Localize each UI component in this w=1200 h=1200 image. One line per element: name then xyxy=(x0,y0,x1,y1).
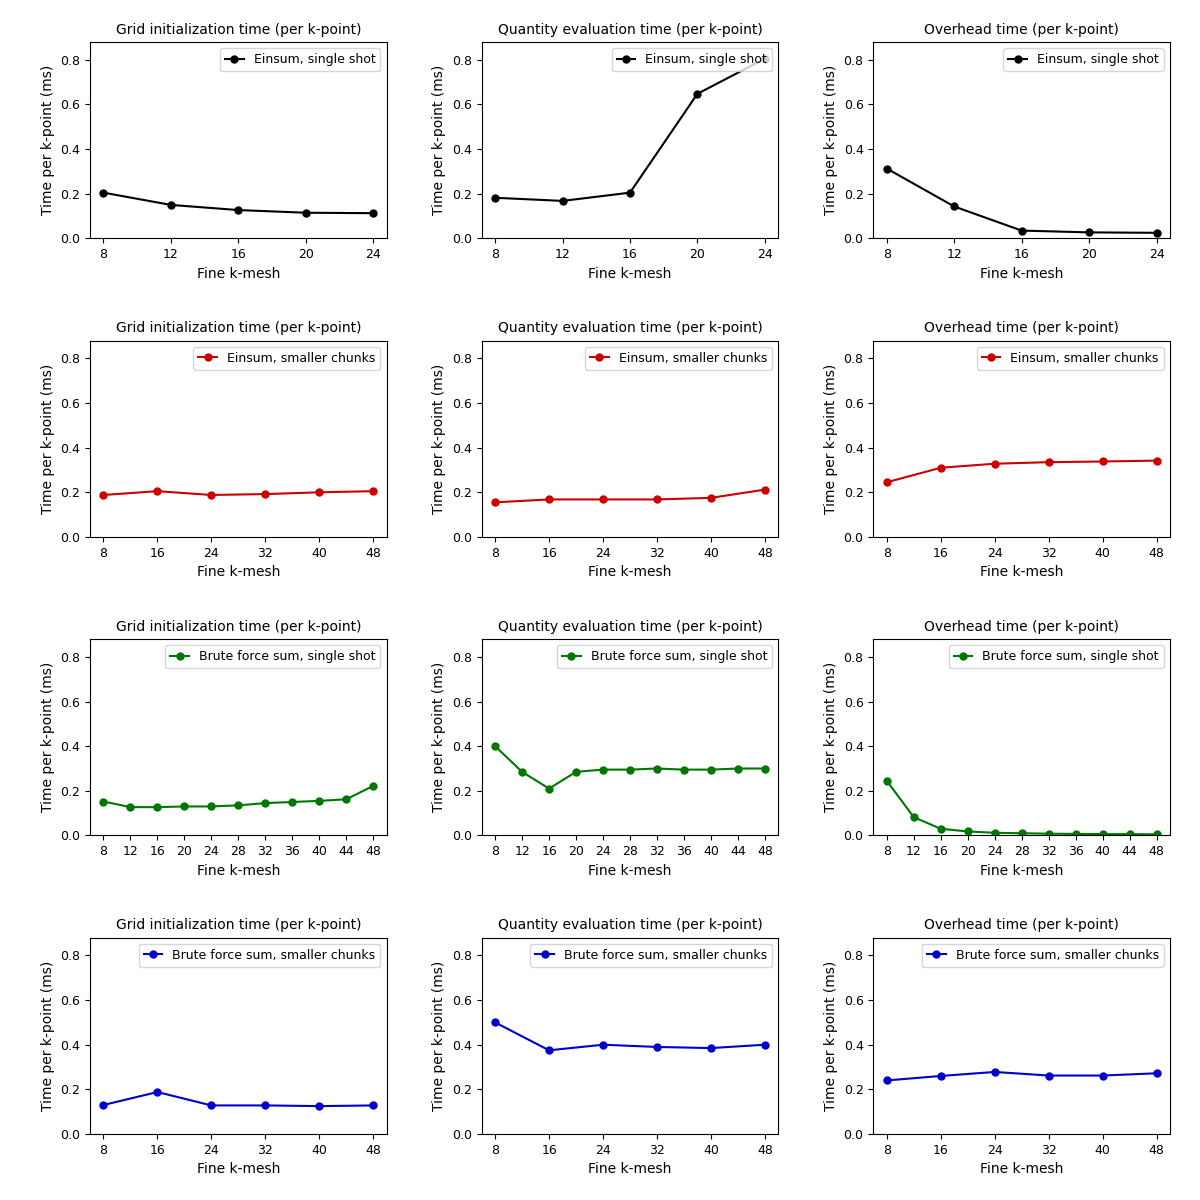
Legend: Brute force sum, smaller chunks: Brute force sum, smaller chunks xyxy=(530,944,772,967)
Legend: Brute force sum, single shot: Brute force sum, single shot xyxy=(557,646,772,668)
Y-axis label: Time per k-point (ms): Time per k-point (ms) xyxy=(432,364,446,514)
Y-axis label: Time per k-point (ms): Time per k-point (ms) xyxy=(824,65,838,215)
Legend: Brute force sum, single shot: Brute force sum, single shot xyxy=(166,646,380,668)
Title: Overhead time (per k-point): Overhead time (per k-point) xyxy=(924,619,1120,634)
Y-axis label: Time per k-point (ms): Time per k-point (ms) xyxy=(41,65,55,215)
Title: Grid initialization time (per k-point): Grid initialization time (per k-point) xyxy=(115,322,361,335)
Legend: Einsum, single shot: Einsum, single shot xyxy=(612,48,772,71)
Title: Quantity evaluation time (per k-point): Quantity evaluation time (per k-point) xyxy=(498,23,762,37)
Y-axis label: Time per k-point (ms): Time per k-point (ms) xyxy=(41,364,55,514)
X-axis label: Fine k-mesh: Fine k-mesh xyxy=(197,1163,280,1176)
Legend: Brute force sum, smaller chunks: Brute force sum, smaller chunks xyxy=(138,944,380,967)
X-axis label: Fine k-mesh: Fine k-mesh xyxy=(588,864,672,877)
Y-axis label: Time per k-point (ms): Time per k-point (ms) xyxy=(432,662,446,812)
Title: Quantity evaluation time (per k-point): Quantity evaluation time (per k-point) xyxy=(498,322,762,335)
Y-axis label: Time per k-point (ms): Time per k-point (ms) xyxy=(41,662,55,812)
Title: Overhead time (per k-point): Overhead time (per k-point) xyxy=(924,322,1120,335)
Legend: Einsum, smaller chunks: Einsum, smaller chunks xyxy=(584,347,772,370)
X-axis label: Fine k-mesh: Fine k-mesh xyxy=(588,1163,672,1176)
Title: Grid initialization time (per k-point): Grid initialization time (per k-point) xyxy=(115,918,361,932)
X-axis label: Fine k-mesh: Fine k-mesh xyxy=(980,565,1063,580)
Y-axis label: Time per k-point (ms): Time per k-point (ms) xyxy=(824,364,838,514)
Y-axis label: Time per k-point (ms): Time per k-point (ms) xyxy=(824,961,838,1111)
Title: Grid initialization time (per k-point): Grid initialization time (per k-point) xyxy=(115,23,361,37)
Legend: Brute force sum, single shot: Brute force sum, single shot xyxy=(948,646,1164,668)
Y-axis label: Time per k-point (ms): Time per k-point (ms) xyxy=(41,961,55,1111)
Legend: Einsum, single shot: Einsum, single shot xyxy=(1003,48,1164,71)
Y-axis label: Time per k-point (ms): Time per k-point (ms) xyxy=(432,65,446,215)
Title: Grid initialization time (per k-point): Grid initialization time (per k-point) xyxy=(115,619,361,634)
X-axis label: Fine k-mesh: Fine k-mesh xyxy=(197,864,280,877)
Y-axis label: Time per k-point (ms): Time per k-point (ms) xyxy=(824,662,838,812)
Y-axis label: Time per k-point (ms): Time per k-point (ms) xyxy=(432,961,446,1111)
Legend: Einsum, smaller chunks: Einsum, smaller chunks xyxy=(193,347,380,370)
X-axis label: Fine k-mesh: Fine k-mesh xyxy=(588,266,672,281)
X-axis label: Fine k-mesh: Fine k-mesh xyxy=(588,565,672,580)
X-axis label: Fine k-mesh: Fine k-mesh xyxy=(197,266,280,281)
Title: Quantity evaluation time (per k-point): Quantity evaluation time (per k-point) xyxy=(498,619,762,634)
Legend: Einsum, single shot: Einsum, single shot xyxy=(220,48,380,71)
Legend: Einsum, smaller chunks: Einsum, smaller chunks xyxy=(977,347,1164,370)
Title: Overhead time (per k-point): Overhead time (per k-point) xyxy=(924,918,1120,932)
X-axis label: Fine k-mesh: Fine k-mesh xyxy=(197,565,280,580)
X-axis label: Fine k-mesh: Fine k-mesh xyxy=(980,864,1063,877)
Title: Quantity evaluation time (per k-point): Quantity evaluation time (per k-point) xyxy=(498,918,762,932)
X-axis label: Fine k-mesh: Fine k-mesh xyxy=(980,1163,1063,1176)
Legend: Brute force sum, smaller chunks: Brute force sum, smaller chunks xyxy=(922,944,1164,967)
X-axis label: Fine k-mesh: Fine k-mesh xyxy=(980,266,1063,281)
Title: Overhead time (per k-point): Overhead time (per k-point) xyxy=(924,23,1120,37)
